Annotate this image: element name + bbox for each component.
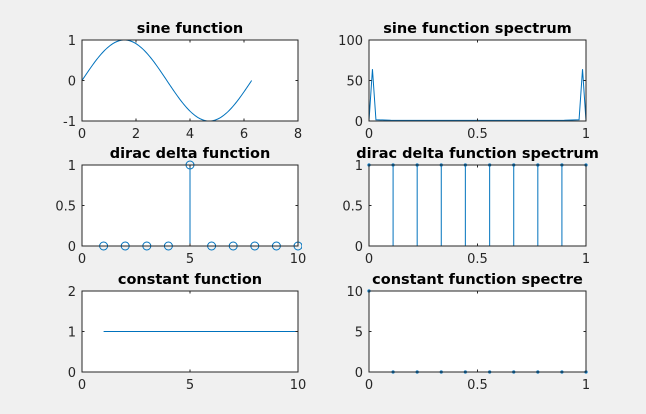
sine-plot-area xyxy=(82,40,298,121)
dirac-ytick-label: 0.5 xyxy=(55,200,76,215)
dirac-spectrum-xtick-label: 1 xyxy=(582,252,590,267)
sine-spectrum-title: sine function spectrum xyxy=(383,21,572,37)
sine-ytick-label: 1 xyxy=(68,34,76,49)
dirac-spectrum-ytick-label: 0 xyxy=(355,240,363,255)
sine-xtick-label: 2 xyxy=(132,127,140,142)
sine-xtick-label: 8 xyxy=(294,127,302,142)
dirac-ytick-label: 0 xyxy=(68,240,76,255)
constant-xtick-label: 0 xyxy=(78,378,86,393)
sine-series-group xyxy=(81,39,253,122)
constant-spectrum-ytick-label: 5 xyxy=(355,326,363,341)
sine-spectrum-xtick-label: 0 xyxy=(365,127,373,142)
constant-spectrum-xtick-label: 0 xyxy=(365,378,373,393)
constant-xtick-label: 10 xyxy=(290,378,307,393)
sine-ytick-label: 0 xyxy=(68,75,76,90)
sine-spectrum-xtick-label: 0.5 xyxy=(467,127,488,142)
sine-ytick-label: -1 xyxy=(63,115,76,130)
sine-spectrum-ytick-label: 50 xyxy=(346,75,363,90)
dirac-spectrum-xtick-label: 0.5 xyxy=(467,252,488,267)
constant-ytick-label: 1 xyxy=(68,326,76,341)
sine-spectrum-ytick-label: 100 xyxy=(338,34,363,49)
dirac-spectrum-xtick-label: 0 xyxy=(365,252,373,267)
constant-ytick-label: 0 xyxy=(68,366,76,381)
dirac-title: dirac delta function xyxy=(110,146,271,162)
dirac-spectrum-plot-area xyxy=(369,165,586,246)
sine-series-line xyxy=(81,39,253,122)
dirac-spectrum-ytick-label: 1 xyxy=(355,159,363,174)
constant-spectrum-plot-area xyxy=(369,291,586,372)
sine-spectrum-ytick-label: 0 xyxy=(355,115,363,130)
constant-spectrum-title: constant function spectre xyxy=(372,272,583,288)
dirac-ytick-label: 1 xyxy=(68,159,76,174)
constant-ytick-label: 2 xyxy=(68,285,76,300)
sine-xtick-label: 0 xyxy=(78,127,86,142)
dirac-xtick-label: 10 xyxy=(290,252,307,267)
constant-spectrum-ytick-label: 10 xyxy=(346,285,363,300)
sine-xtick-label: 6 xyxy=(240,127,248,142)
sine-title: sine function xyxy=(137,21,244,37)
constant-spectrum-xtick-label: 1 xyxy=(582,378,590,393)
sine-spectrum-xtick-label: 1 xyxy=(582,127,590,142)
dirac-spectrum-title: dirac delta function spectrum xyxy=(356,146,599,162)
subplot-dirac: 0 5 10 0 0.5 1 dirac delta function xyxy=(55,146,306,267)
dirac-xtick-label: 0 xyxy=(78,252,86,267)
sine-spectrum-plot-area xyxy=(369,40,586,121)
constant-spectrum-ytick-label: 0 xyxy=(355,366,363,381)
dirac-spectrum-ytick-label: 0.5 xyxy=(342,200,363,215)
constant-spectrum-xtick-label: 0.5 xyxy=(467,378,488,393)
constant-xtick-label: 5 xyxy=(186,378,194,393)
dirac-xtick-label: 5 xyxy=(186,252,194,267)
sine-xtick-label: 4 xyxy=(186,127,194,142)
constant-title: constant function xyxy=(118,272,262,288)
subplot-sine-spectrum: 0 0.5 1 0 50 100 sine function spectrum xyxy=(338,21,590,142)
subplot-constant: 0 5 10 0 1 2 constant function xyxy=(68,272,307,393)
